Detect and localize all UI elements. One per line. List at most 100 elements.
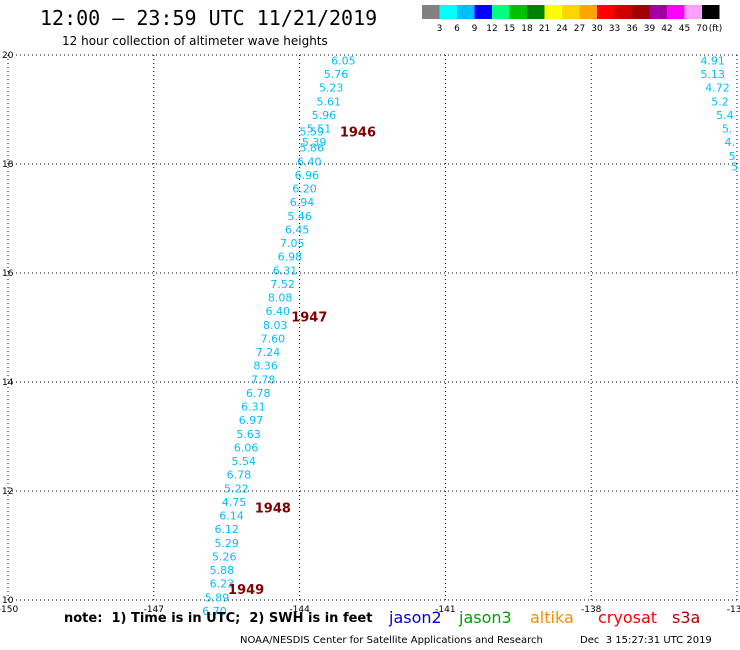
wave-height-value: 6.14 [219, 510, 244, 523]
colorbar-label: 12 [486, 24, 497, 34]
wave-height-value: 5.2 [711, 95, 729, 108]
wave-height-value: 5.63 [236, 428, 261, 441]
colorbar-unit: (ft) [709, 24, 723, 34]
wave-height-value: 5.86 [300, 142, 325, 155]
pass-time-label: 1949 [228, 583, 264, 598]
pass-time-label: 1946 [340, 125, 376, 140]
colorbar-label: 33 [609, 24, 620, 34]
colorbar-label: 15 [504, 24, 515, 34]
colorbar-label: 42 [661, 24, 672, 34]
wave-height-value: 6.98 [278, 251, 303, 264]
longitude-label: -150 [0, 605, 18, 615]
wave-height-value: 6.45 [285, 223, 310, 236]
wave-height-value: 6.96 [295, 169, 320, 182]
wave-height-value: 5 [731, 161, 738, 174]
wave-height-value: 5.96 [312, 109, 337, 122]
longitude-label: -138 [581, 605, 602, 615]
latitude-label: 12 [2, 487, 13, 497]
wave-height-value: 6.31 [273, 264, 298, 277]
colorbar-swatch [544, 5, 562, 19]
colorbar-swatch [457, 5, 475, 19]
wave-height-value: 6.23 [210, 578, 235, 591]
colorbar-swatch [579, 5, 597, 19]
wave-height-value: 6.94 [290, 196, 315, 209]
colorbar-label: 70 [696, 24, 708, 34]
wave-height-value: 5.61 [317, 95, 342, 108]
wave-height-value: 5.23 [319, 82, 344, 95]
colorbar-label: 9 [472, 24, 478, 34]
wave-height-value: 5.59 [300, 125, 325, 138]
wave-height-value: 8.03 [263, 319, 288, 332]
colorbar-swatch [702, 5, 720, 19]
wave-height-value: 4. [724, 136, 735, 149]
latitude-label: 18 [2, 160, 14, 170]
wave-height-value: 7.60 [261, 332, 286, 345]
axis-labels: -150 -147 -144 -141 -138 -135 10 12 14 16 18 20 [0, 51, 740, 615]
wave-height-value: 4.91 [700, 54, 725, 67]
colorbar-swatch [632, 5, 650, 19]
colorbar-swatch [509, 5, 527, 19]
colorbar-label: 45 [679, 24, 690, 34]
colorbar-label: 24 [556, 24, 568, 34]
wave-height-value: 5. [722, 123, 733, 136]
wave-height-value: 6.78 [246, 387, 271, 400]
colorbar-swatch [474, 5, 492, 19]
colorbar-swatch [422, 5, 440, 19]
mission-cryosat: cryosat [598, 608, 658, 627]
wave-height-value: 5.39 [302, 136, 327, 149]
colorbar-swatch [492, 5, 510, 19]
colorbar-label: 30 [591, 24, 603, 34]
wave-height-value: 4.72 [705, 82, 730, 95]
wave-height-value: 5.46 [287, 210, 312, 223]
wave-height-value: 5.88 [210, 564, 235, 577]
pass-time-label: 1948 [255, 501, 291, 516]
wave-height-value: 5.51 [307, 123, 332, 136]
colorbar-label: 18 [521, 24, 533, 34]
wave-height-value: 6.31 [241, 401, 266, 414]
wave-height-value: 6.70 [202, 605, 227, 618]
wave-height-colorbar: 3 6 9 12 15 18 21 24 27 30 33 36 39 42 45 70 (ft) [422, 5, 722, 34]
wave-height-value: 5.89 [205, 591, 230, 604]
wave-height-value: 5.76 [324, 68, 349, 81]
page-subtitle: 12 hour collection of altimeter wave hei… [62, 34, 328, 48]
wave-height-value: 7.52 [270, 278, 295, 291]
longitude-label: -147 [144, 605, 164, 615]
wave-height-value: 6.78 [227, 469, 252, 482]
longitude-label: -135 [727, 605, 740, 615]
colorbar-swatch [667, 5, 685, 19]
colorbar-label: 6 [454, 24, 460, 34]
wave-height-value: 6.12 [214, 523, 239, 536]
wave-height-value: 7.05 [280, 237, 305, 250]
colorbar-swatch [527, 5, 545, 19]
colorbar-swatch [439, 5, 457, 19]
longitude-label: -141 [435, 605, 455, 615]
wave-height-value: 7.24 [256, 346, 281, 359]
colorbar-swatch [614, 5, 632, 19]
wave-height-value: 5.29 [214, 537, 239, 550]
colorbar-swatch [649, 5, 667, 19]
colorbar-swatch [684, 5, 702, 19]
page-title: 12:00 – 23:59 UTC 11/21/2019 [40, 6, 378, 30]
wave-height-value: 6.05 [331, 54, 356, 67]
wave-height-value: 5 [729, 150, 736, 163]
wave-height-value: 8.08 [268, 292, 293, 305]
wave-height-value: 7.78 [251, 373, 276, 386]
generated-timestamp: Dec 3 15:27:31 UTC 2019 [580, 635, 712, 646]
wave-height-value: 6.97 [239, 414, 264, 427]
mission-s3a: s3a [672, 608, 701, 627]
wave-height-value: 5.4 [716, 109, 734, 122]
pass-time-labels: 1946 1947 1948 1949 [228, 125, 376, 598]
colorbar-label: 27 [574, 24, 585, 34]
wave-height-value: 6.40 [297, 155, 322, 168]
wave-height-value: 6.40 [265, 305, 290, 318]
wave-height-value: 5.54 [231, 455, 256, 468]
colorbar-label: 3 [437, 24, 443, 34]
latitude-label: 10 [2, 596, 14, 606]
credit-text: NOAA/NESDIS Center for Satellite Applica… [240, 635, 543, 646]
colorbar-swatch [562, 5, 580, 19]
mission-jason2: jason2 [389, 608, 442, 627]
mission-jason3: jason3 [459, 608, 512, 627]
wave-height-value: 4.75 [222, 496, 247, 509]
